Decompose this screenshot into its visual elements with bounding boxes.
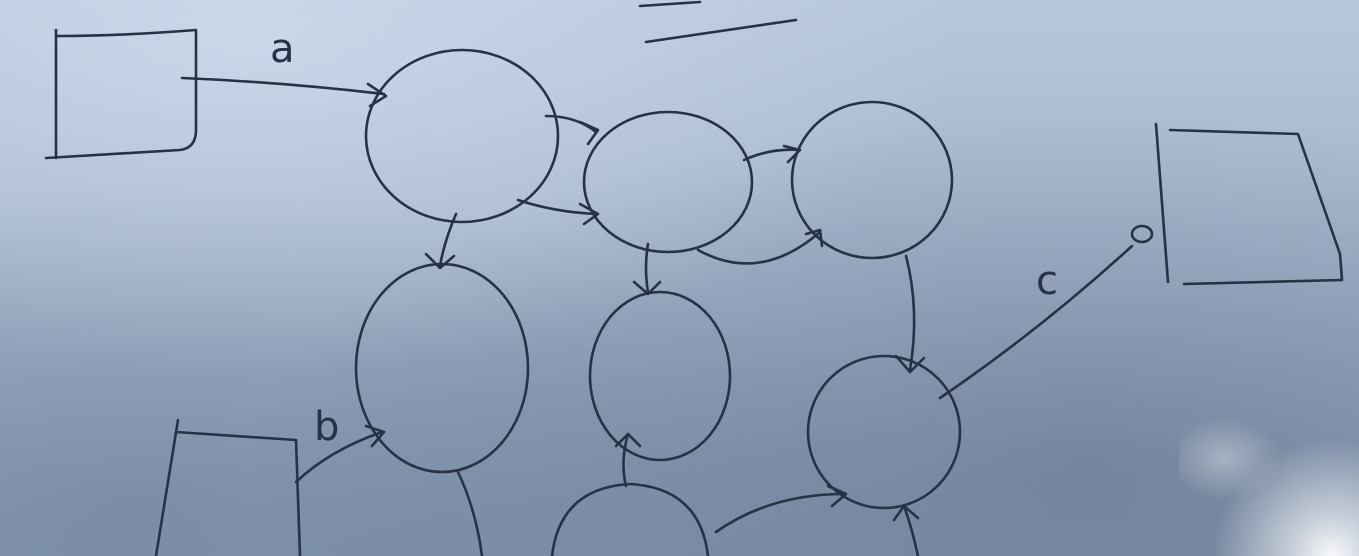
edge-2-5 [632, 242, 662, 296]
edge-3-6 [894, 254, 926, 374]
scribble-line-top [638, 0, 702, 8]
edge-2-3-bottom [696, 228, 824, 265]
edge-label-c: c [1036, 258, 1058, 304]
edge-1-2-bottom [516, 198, 600, 226]
node-1 [364, 48, 560, 224]
edge-label-b: b [314, 404, 339, 450]
edge-to-6-bottom [892, 504, 920, 556]
edge-7-6 [714, 484, 848, 534]
edge-label-a: a [270, 26, 295, 72]
edge-2-3-top [742, 144, 802, 164]
input-box-b [154, 418, 302, 556]
scribble-line [644, 18, 798, 44]
node-2 [582, 110, 754, 254]
edge-c [938, 244, 1134, 400]
node-7-partial [550, 482, 710, 556]
edge-a [180, 76, 388, 108]
node-5 [588, 290, 732, 462]
node-6 [806, 354, 962, 510]
node-4-tail [456, 470, 484, 556]
edge-1-2-top [544, 114, 600, 146]
edge-1-4 [424, 212, 458, 270]
edge-b [294, 424, 386, 484]
output-box [1154, 122, 1344, 286]
light-glare [1179, 406, 1359, 556]
node-3 [790, 100, 954, 260]
input-box-a [44, 28, 198, 160]
node-4 [354, 262, 530, 474]
output-port [1130, 224, 1154, 244]
edge-7-5 [614, 432, 642, 488]
